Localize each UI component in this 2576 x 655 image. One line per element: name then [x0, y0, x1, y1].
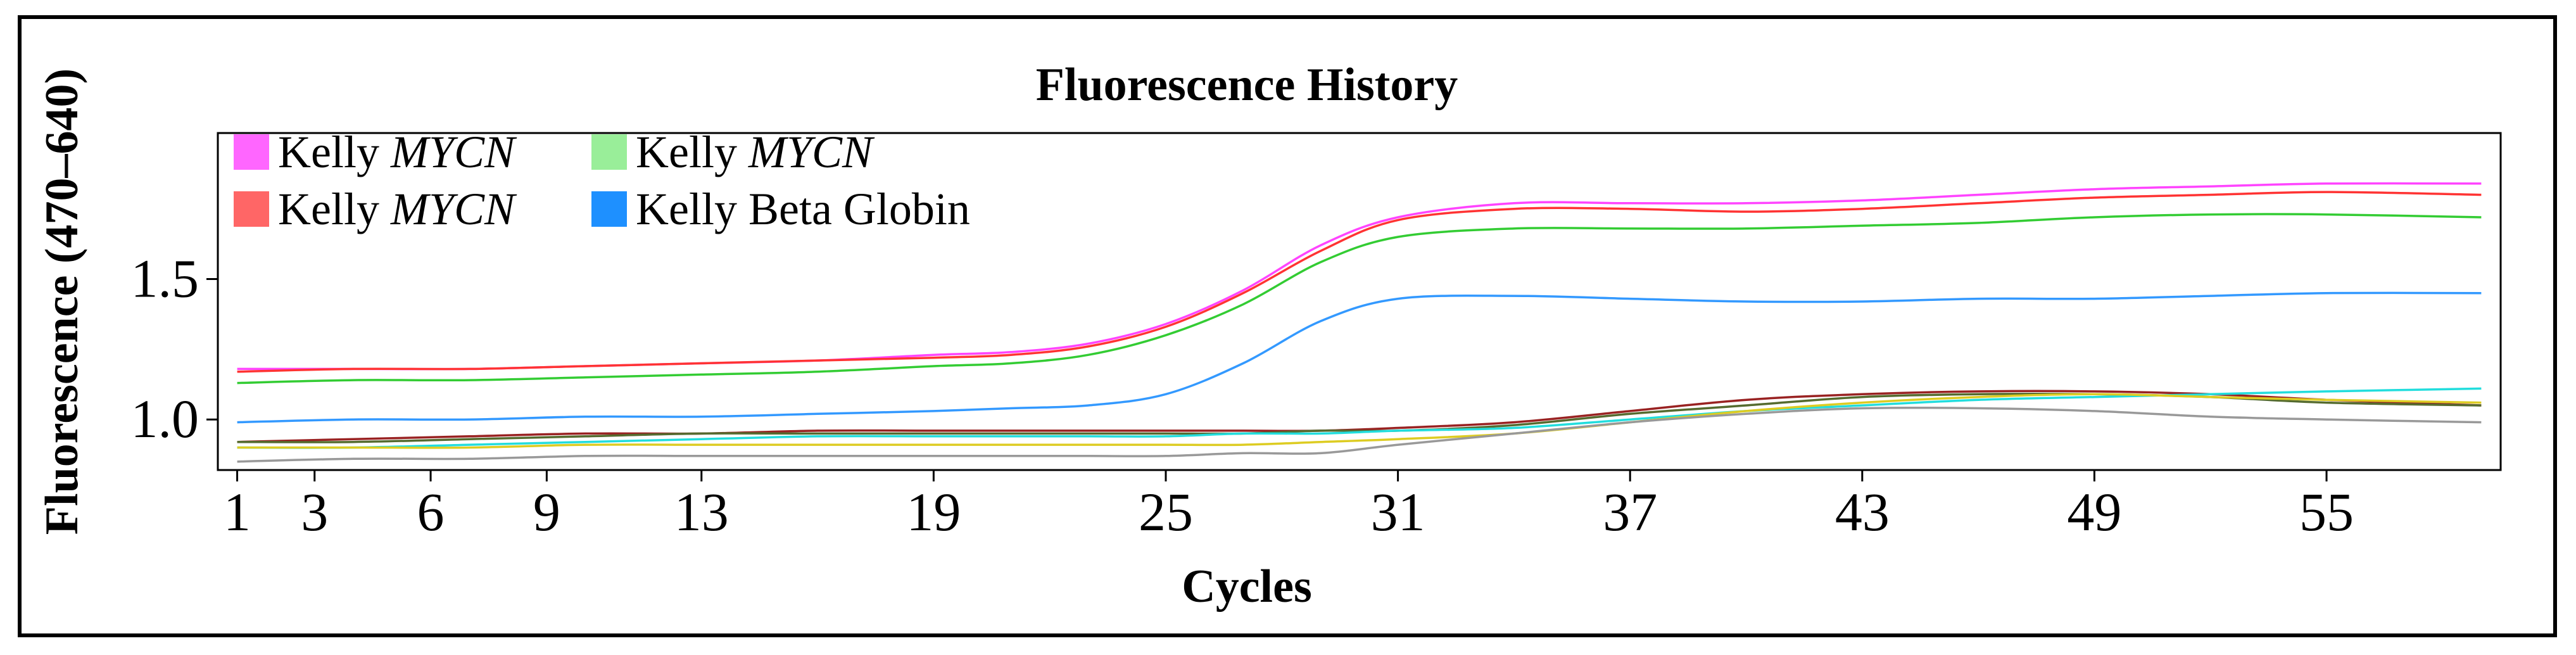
chart-title: Fluorescence History — [1036, 59, 1458, 111]
legend-label-2: Kelly MYCN — [278, 184, 517, 234]
x-tick-label-13: 13 — [674, 481, 729, 542]
legend-swatch-2 — [234, 191, 269, 227]
series-line-7 — [237, 387, 2482, 449]
y-tick-label-0: 1.0 — [131, 388, 199, 449]
x-tick-label-55: 55 — [2299, 481, 2354, 542]
figure-frame: Fluorescence History 1 3 6 9 13 19 25 31 37 43 49 5… — [18, 15, 2557, 637]
y-tick-label-1: 1.5 — [131, 248, 199, 309]
legend-label-1: Kelly MYCN — [278, 127, 517, 177]
fluorescence-chart: Fluorescence History 1 3 6 9 13 19 25 31 37 43 49 5… — [36, 59, 2502, 613]
x-tick-label-31: 31 — [1371, 481, 1425, 542]
series-line-9 — [237, 406, 2482, 463]
legend: Kelly MYCN Kelly MYCN Kelly MYCN Kelly Beta… — [234, 127, 970, 234]
legend-swatch-3 — [591, 134, 627, 170]
legend-swatch-4 — [591, 191, 627, 227]
x-axis-label: Cycles — [1182, 561, 1312, 613]
plot-area — [217, 132, 2502, 471]
axis-layer: 1 3 6 9 13 19 25 31 37 43 49 55 1.0 1.5 — [131, 248, 2354, 542]
x-tick-label-9: 9 — [533, 481, 560, 542]
x-tick-label-1: 1 — [224, 481, 251, 542]
x-tick-label-6: 6 — [417, 481, 445, 542]
legend-label-4: Kelly Beta Globin — [636, 184, 970, 234]
series-line-8 — [237, 393, 2482, 449]
series-line-3 — [237, 213, 2482, 385]
legend-label-3: Kelly MYCN — [636, 127, 875, 177]
series-line-2 — [237, 191, 2482, 373]
x-tick-label-19: 19 — [906, 481, 961, 542]
series-line-4 — [237, 291, 2482, 424]
x-tick-label-49: 49 — [2067, 481, 2121, 542]
x-tick-label-25: 25 — [1139, 481, 1193, 542]
x-tick-label-37: 37 — [1603, 481, 1657, 542]
x-tick-label-3: 3 — [301, 481, 328, 542]
series-layer — [237, 182, 2482, 463]
y-axis-label: Fluorescence (470–640) — [36, 68, 88, 535]
legend-swatch-1 — [234, 134, 269, 170]
x-tick-label-43: 43 — [1835, 481, 1890, 542]
